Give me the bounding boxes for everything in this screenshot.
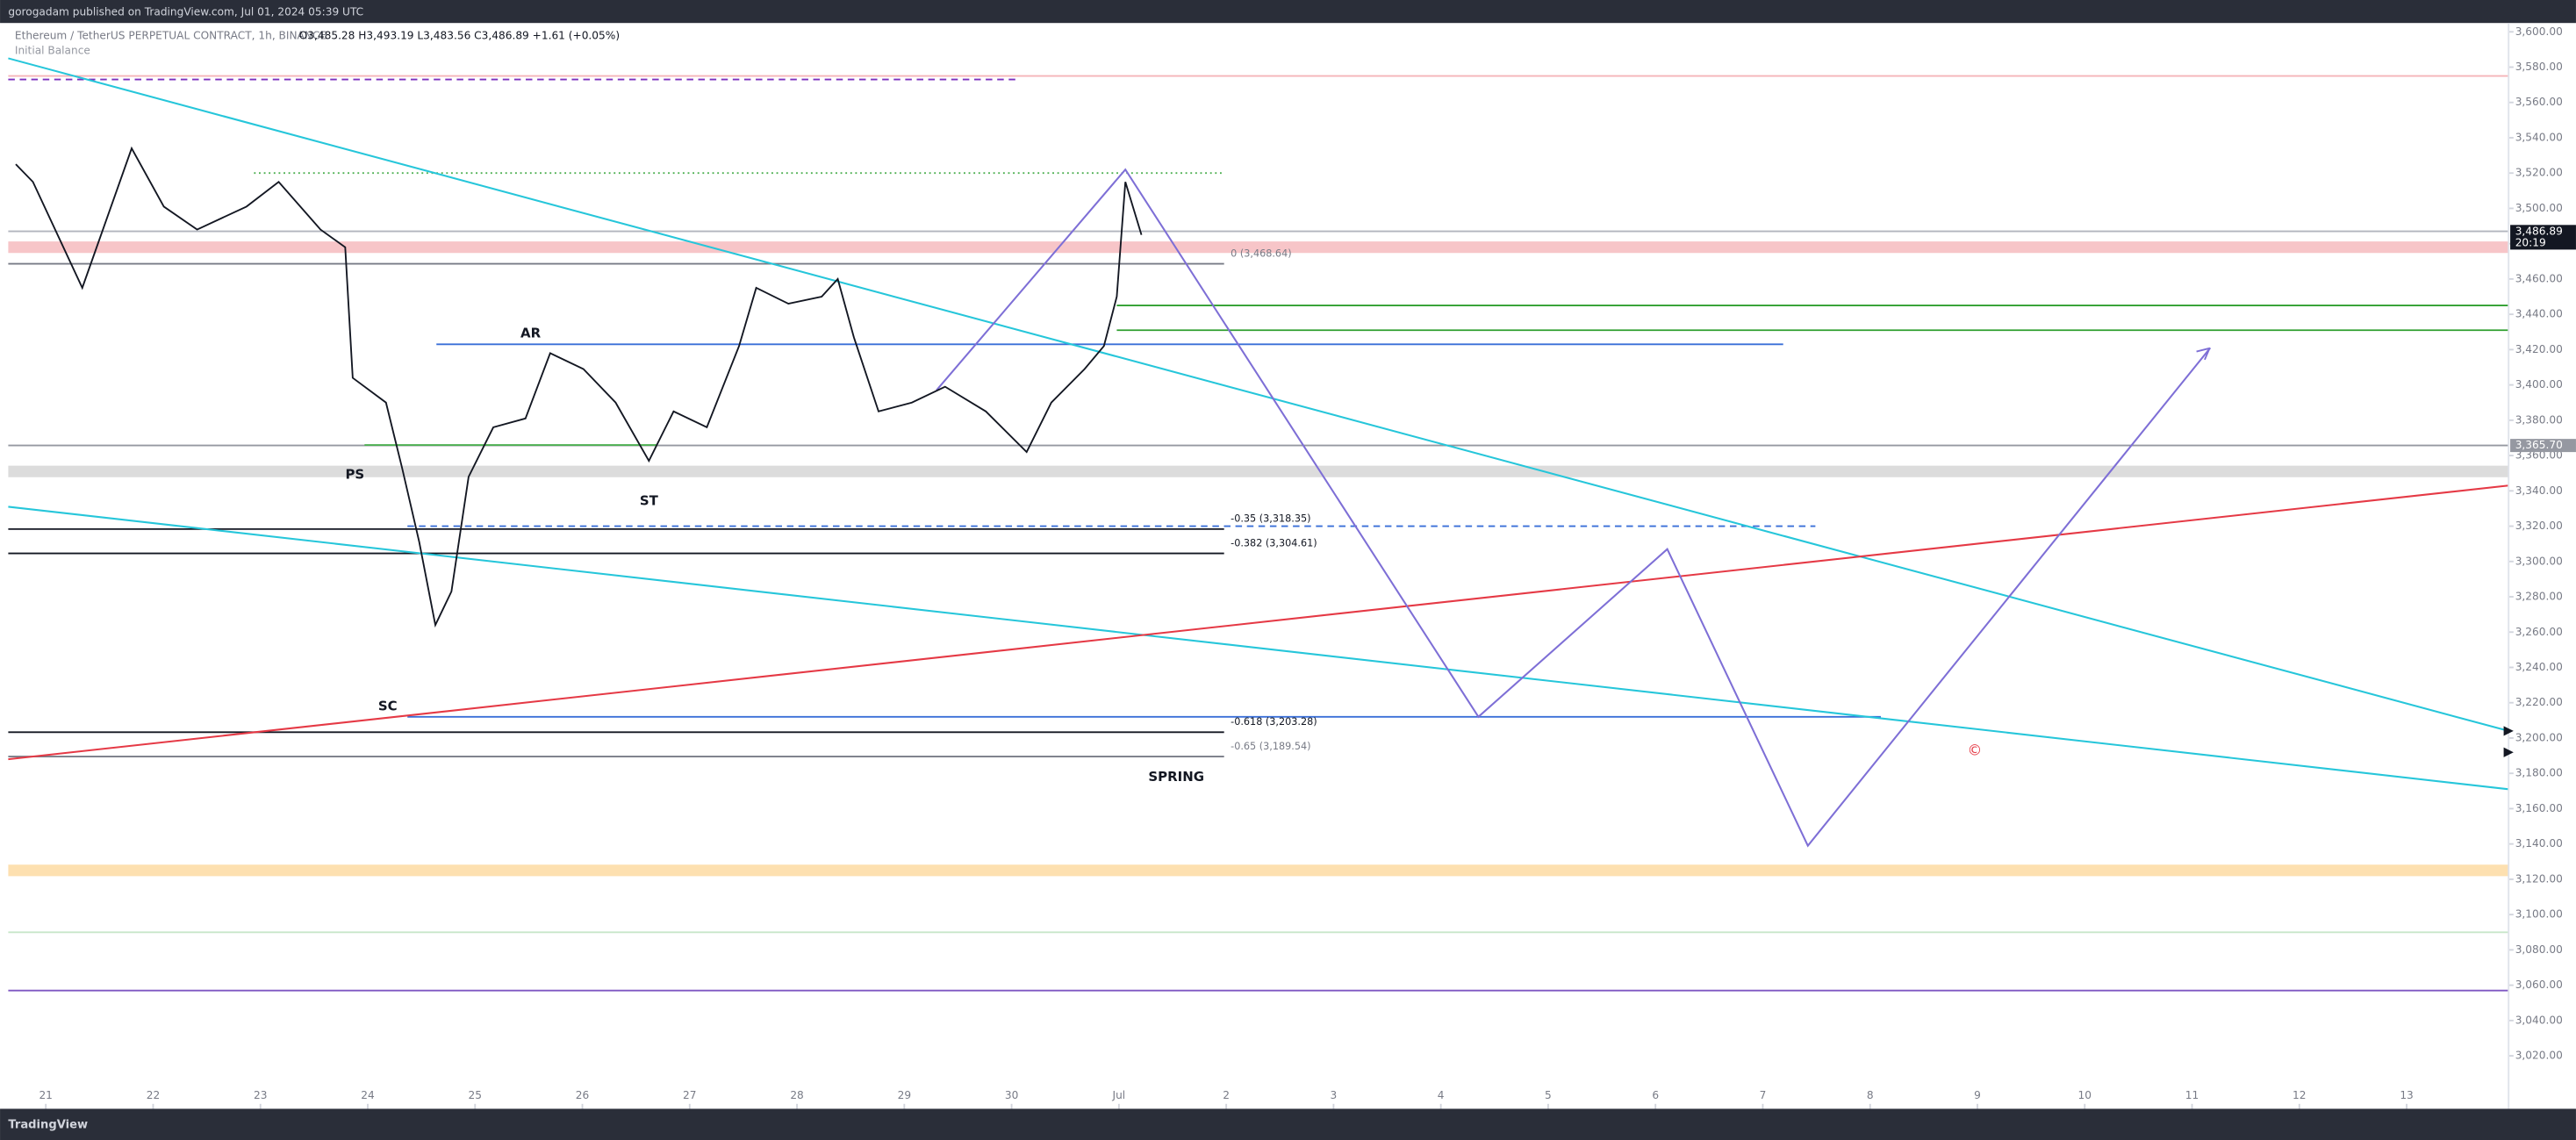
y-tick-label: 3,140.00 <box>2515 837 2563 850</box>
top-bar <box>0 0 2576 24</box>
y-tick-label: 3,380.00 <box>2515 413 2563 426</box>
y-tick-label: 3,020.00 <box>2515 1050 2563 1062</box>
symbol-title: Ethereum / TetherUS PERPETUAL CONTRACT, … <box>15 30 326 42</box>
y-tick-label: 3,100.00 <box>2515 908 2563 921</box>
fib-label: -0.382 (3,304.61) <box>1231 537 1317 548</box>
y-tick-label: 3,580.00 <box>2515 61 2563 73</box>
price-tag <box>2510 439 2576 453</box>
y-tick-label: 3,060.00 <box>2515 979 2563 991</box>
x-tick-label: 29 <box>898 1089 911 1101</box>
y-tick-label: 3,440.00 <box>2515 308 2563 320</box>
x-tick-label: 7 <box>1760 1089 1767 1101</box>
annotation: SPRING <box>1148 769 1204 785</box>
publisher: gorogadam published on TradingView.com, … <box>8 6 363 18</box>
y-tick-label: 3,240.00 <box>2515 661 2563 673</box>
annotation: AR <box>520 325 542 341</box>
x-tick-label: Jul <box>1112 1089 1126 1101</box>
x-tick-label: 11 <box>2185 1089 2199 1101</box>
y-tick-label: 3,120.00 <box>2515 872 2563 885</box>
annotation: ST <box>640 492 659 508</box>
x-tick-label: 25 <box>469 1089 482 1101</box>
price-tag-countdown: 20:19 <box>2515 236 2546 248</box>
y-tick-label: 3,340.00 <box>2515 484 2563 497</box>
x-tick-label: 2 <box>1223 1089 1230 1101</box>
annotation: PS <box>345 466 364 482</box>
y-tick-label: 3,400.00 <box>2515 378 2563 391</box>
x-tick-label: 5 <box>1545 1089 1552 1101</box>
trendline <box>8 57 2509 732</box>
fib-label: -0.618 (3,203.28) <box>1231 716 1317 728</box>
scroll-marker <box>2503 726 2514 736</box>
price-tag-label: 3,365.70 <box>2515 439 2563 451</box>
bottom-bar <box>0 1108 2576 1140</box>
trendline <box>8 484 2509 761</box>
x-tick-label: 24 <box>361 1089 375 1101</box>
y-tick-label: 3,200.00 <box>2515 731 2563 743</box>
y-tick-label: 3,160.00 <box>2515 802 2563 814</box>
price-tag-label: 3,486.89 <box>2515 225 2563 237</box>
y-tick-label: 3,280.00 <box>2515 591 2563 603</box>
x-tick-label: 30 <box>1005 1089 1018 1101</box>
x-tick-label: 23 <box>254 1089 267 1101</box>
x-tick-label: 22 <box>147 1089 160 1101</box>
y-tick-label: 3,320.00 <box>2515 520 2563 532</box>
x-tick-label: 3 <box>1331 1089 1338 1101</box>
x-tick-label: 26 <box>576 1089 589 1101</box>
indicator: Initial Balance <box>15 45 90 57</box>
x-tick-label: 13 <box>2400 1089 2413 1101</box>
fib-label: -0.35 (3,318.35) <box>1231 513 1310 525</box>
scroll-marker <box>2503 747 2514 757</box>
y-tick-label: 3,260.00 <box>2515 626 2563 638</box>
x-tick-label: 10 <box>2078 1089 2092 1101</box>
y-tick-label: 3,560.00 <box>2515 96 2563 108</box>
ohlc: O3,485.28 H3,493.19 L3,483.56 C3,486.89 … <box>299 30 620 42</box>
x-tick-label: 21 <box>39 1089 52 1101</box>
y-tick-label: 3,520.00 <box>2515 167 2563 179</box>
x-tick-label: 6 <box>1652 1089 1659 1101</box>
trendline <box>936 168 2212 848</box>
copyright-icon: © <box>1967 741 1982 758</box>
x-tick-label: 4 <box>1438 1089 1445 1101</box>
y-tick-label: 3,300.00 <box>2515 555 2563 567</box>
trendline <box>8 505 2509 791</box>
x-tick-label: 12 <box>2293 1089 2306 1101</box>
x-tick-label: 8 <box>1867 1089 1874 1101</box>
y-tick-label: 3,540.00 <box>2515 131 2563 143</box>
x-tick-label: 9 <box>1974 1089 1981 1101</box>
y-tick-label: 3,220.00 <box>2515 696 2563 708</box>
y-tick-label: 3,040.00 <box>2515 1014 2563 1026</box>
x-tick-label: 28 <box>790 1089 803 1101</box>
fib-label: 0 (3,468.64) <box>1231 247 1291 259</box>
annotation: SC <box>378 698 398 713</box>
price-tag <box>2510 225 2576 250</box>
y-tick-label: 3,460.00 <box>2515 272 2563 284</box>
footer-logo: TradingView <box>8 1119 88 1132</box>
fib-label: -0.65 (3,189.54) <box>1231 741 1310 752</box>
price-line <box>15 146 1143 628</box>
y-tick-label: 3,500.00 <box>2515 202 2563 214</box>
y-tick-label: 3,180.00 <box>2515 767 2563 779</box>
y-tick-label: 3,080.00 <box>2515 943 2563 956</box>
y-tick-label: 3,420.00 <box>2515 343 2563 355</box>
arrow-head <box>2196 347 2211 361</box>
y-tick-label: 3,600.00 <box>2515 25 2563 38</box>
plot: 0 (3,468.64) -0.35 (3,318.35) -0.382 (3,30… <box>8 31 2514 1109</box>
x-tick-label: 27 <box>683 1089 696 1101</box>
